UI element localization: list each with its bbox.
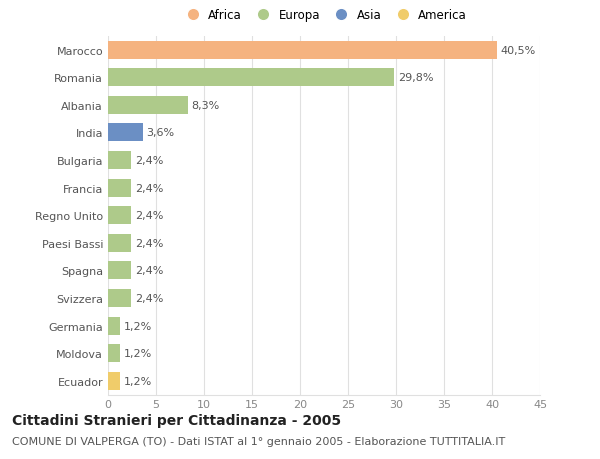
Text: 3,6%: 3,6% (146, 128, 175, 138)
Text: 8,3%: 8,3% (191, 101, 220, 111)
Bar (108, 179, 131, 197)
Text: 1,2%: 1,2% (124, 348, 152, 358)
Bar (108, 41, 497, 59)
Text: 40,5%: 40,5% (500, 45, 536, 56)
Bar (108, 262, 131, 280)
Text: 2,4%: 2,4% (135, 293, 163, 303)
Bar (108, 317, 119, 335)
Text: 2,4%: 2,4% (135, 266, 163, 276)
Bar (108, 234, 131, 252)
Text: 2,4%: 2,4% (135, 183, 163, 193)
Text: 1,2%: 1,2% (124, 376, 152, 386)
Text: 2,4%: 2,4% (135, 211, 163, 221)
Bar (108, 207, 131, 224)
Bar (108, 372, 119, 390)
Bar (108, 290, 131, 308)
Text: 2,4%: 2,4% (135, 156, 163, 166)
Text: Cittadini Stranieri per Cittadinanza - 2005: Cittadini Stranieri per Cittadinanza - 2… (12, 413, 341, 427)
Bar (108, 151, 131, 169)
Text: 2,4%: 2,4% (135, 238, 163, 248)
Text: COMUNE DI VALPERGA (TO) - Dati ISTAT al 1° gennaio 2005 - Elaborazione TUTTITALI: COMUNE DI VALPERGA (TO) - Dati ISTAT al … (12, 436, 505, 446)
Bar (108, 124, 143, 142)
Text: 1,2%: 1,2% (124, 321, 152, 331)
Text: 29,8%: 29,8% (398, 73, 433, 83)
Bar (108, 69, 394, 87)
Bar (108, 344, 119, 363)
Legend: Africa, Europa, Asia, America: Africa, Europa, Asia, America (179, 7, 469, 24)
Bar (108, 96, 188, 114)
